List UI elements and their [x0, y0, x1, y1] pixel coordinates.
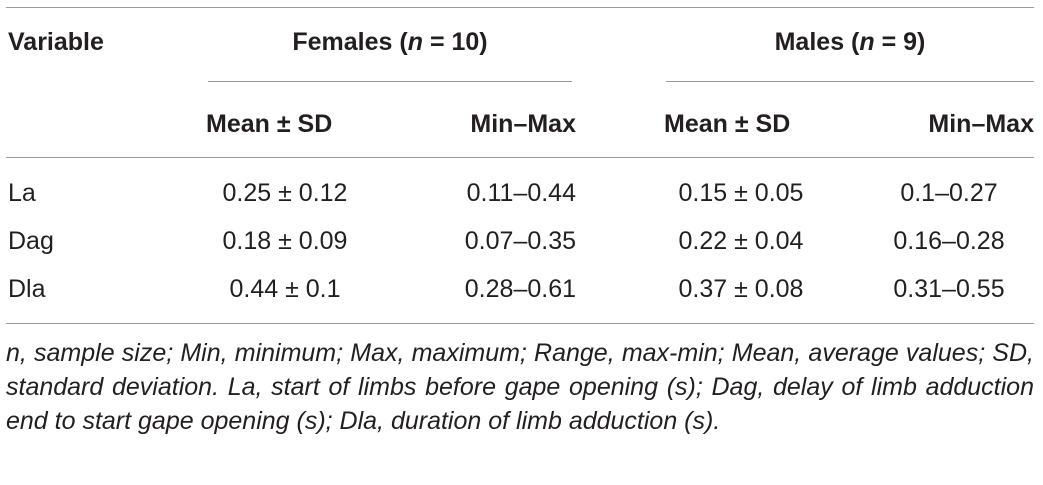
- cell-female-min-max: 0.28–0.61: [464, 275, 576, 303]
- header-males-n: n: [859, 28, 875, 56]
- header-females: Females (n = 10): [208, 27, 572, 57]
- cell-female-min-max: 0.11–0.44: [466, 179, 576, 207]
- cell-male-mean-sd: 0.15 ± 0.05: [678, 179, 804, 207]
- subheader-female-mean-sd: Mean ± SD: [206, 110, 333, 138]
- cell-female-min-max: 0.07–0.35: [464, 227, 576, 255]
- header-females-prefix: Females (: [292, 28, 408, 56]
- header-males: Males (n = 9): [666, 27, 1034, 57]
- row-variable: La: [8, 179, 36, 207]
- cell-female-mean-sd: 0.18 ± 0.09: [222, 227, 348, 255]
- header-bottom-rule: [6, 157, 1034, 158]
- row-variable: Dag: [8, 227, 54, 255]
- cell-male-min-max: 0.1–0.27: [900, 179, 998, 207]
- cell-male-min-max: 0.16–0.28: [893, 227, 1005, 255]
- cell-female-mean-sd: 0.25 ± 0.12: [222, 179, 348, 207]
- cell-male-mean-sd: 0.22 ± 0.04: [678, 227, 804, 255]
- subheader-male-min-max: Min–Max: [928, 110, 1034, 138]
- subheader-female-min-max: Min–Max: [470, 110, 576, 138]
- males-group-rule: [666, 81, 1034, 82]
- row-variable: Dla: [8, 275, 46, 303]
- subheader-male-mean-sd: Mean ± SD: [664, 110, 791, 138]
- body-bottom-rule: [6, 323, 1034, 324]
- cell-female-mean-sd: 0.44 ± 0.1: [229, 275, 341, 303]
- top-rule: [6, 7, 1034, 8]
- females-group-rule: [208, 81, 572, 82]
- table-footnote: n, sample size; Min, minimum; Max, maxim…: [6, 339, 1034, 435]
- header-variable: Variable: [8, 28, 104, 56]
- cell-male-mean-sd: 0.37 ± 0.08: [678, 275, 804, 303]
- header-males-suffix: = 9): [874, 28, 926, 56]
- cell-male-min-max: 0.31–0.55: [893, 275, 1005, 303]
- header-females-n: n: [407, 28, 423, 56]
- header-females-suffix: = 10): [423, 28, 488, 56]
- header-males-prefix: Males (: [774, 28, 860, 56]
